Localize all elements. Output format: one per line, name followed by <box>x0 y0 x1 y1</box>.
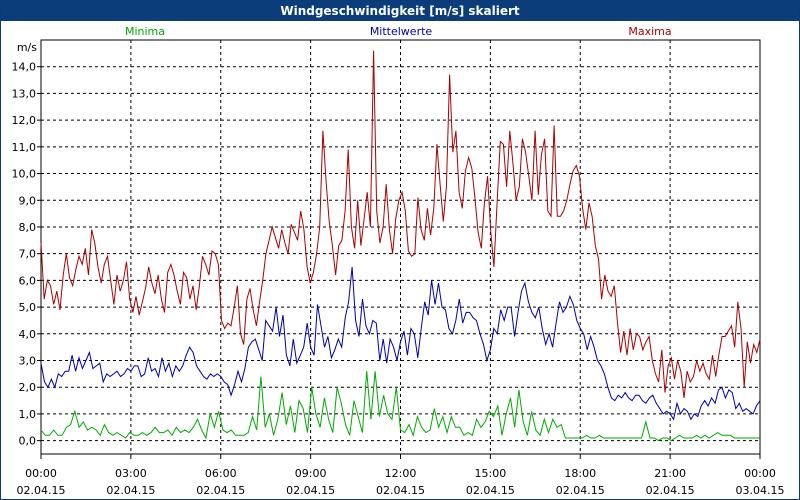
x-tick-time-label: 21:00 <box>654 467 686 480</box>
y-tick-label: 11,0 <box>12 141 37 154</box>
y-tick-label: 2,0 <box>19 381 37 394</box>
x-tick-date-label: 02.04.15 <box>646 484 695 497</box>
x-tick-time-label: 09:00 <box>295 467 327 480</box>
y-tick-label: 7,0 <box>19 248 37 261</box>
legend: Minima Mittelwerte Maxima <box>125 25 672 38</box>
x-tick-date-label: 02.04.15 <box>556 484 605 497</box>
x-tick-date-label: 02.04.15 <box>196 484 245 497</box>
legend-label-mittelwerte: Mittelwerte <box>370 25 433 38</box>
x-tick-time-label: 06:00 <box>205 467 237 480</box>
y-tick-label: 14,0 <box>12 61 37 74</box>
legend-label-minima: Minima <box>125 25 165 38</box>
y-tick-label: 13,0 <box>12 87 37 100</box>
y-tick-label: 8,0 <box>19 221 37 234</box>
x-tick-date-label: 02.04.15 <box>286 484 335 497</box>
x-tick-time-label: 18:00 <box>564 467 596 480</box>
x-tick-time-label: 15:00 <box>475 467 507 480</box>
x-tick-date-label: 02.04.15 <box>466 484 515 497</box>
series-line-mittelwerte <box>40 266 761 421</box>
grid <box>41 40 760 454</box>
x-tick-date-label: 02.04.15 <box>106 484 155 497</box>
y-tick-label: 12,0 <box>12 114 37 127</box>
y-tick-label: 3,0 <box>19 355 37 368</box>
y-tick-label: 9,0 <box>19 194 37 207</box>
x-tick-time-label: 03:00 <box>115 467 147 480</box>
x-tick-date-label: 02.04.15 <box>376 484 425 497</box>
series-line-minima <box>40 371 760 442</box>
y-axis-label: m/s <box>17 41 37 54</box>
x-tick-time-label: 00:00 <box>25 467 57 480</box>
y-tick-label: 0,0 <box>19 435 37 448</box>
series-line-maxima <box>40 50 761 398</box>
x-tick-time-label: 00:00 <box>744 467 776 480</box>
x-tick-date-label: 03.04.15 <box>736 484 785 497</box>
y-tick-label: 5,0 <box>19 301 37 314</box>
series-lines <box>40 50 761 442</box>
y-tick-label: 4,0 <box>19 328 37 341</box>
tick-labels: 0,0 1,0 2,0 3,0 4,0 5,0 6,0 7,0 8,0 9,0 10,0 11,0 12… <box>12 41 785 497</box>
chart-title: Windgeschwindigkeit [m/s] skaliert <box>1 1 799 21</box>
y-tick-label: 10,0 <box>12 168 37 181</box>
legend-label-maxima: Maxima <box>628 25 671 38</box>
y-tick-label: 6,0 <box>19 274 37 287</box>
x-tick-time-label: 12:00 <box>385 467 417 480</box>
y-tick-label: 1,0 <box>19 408 37 421</box>
x-tick-date-label: 02.04.15 <box>17 484 66 497</box>
